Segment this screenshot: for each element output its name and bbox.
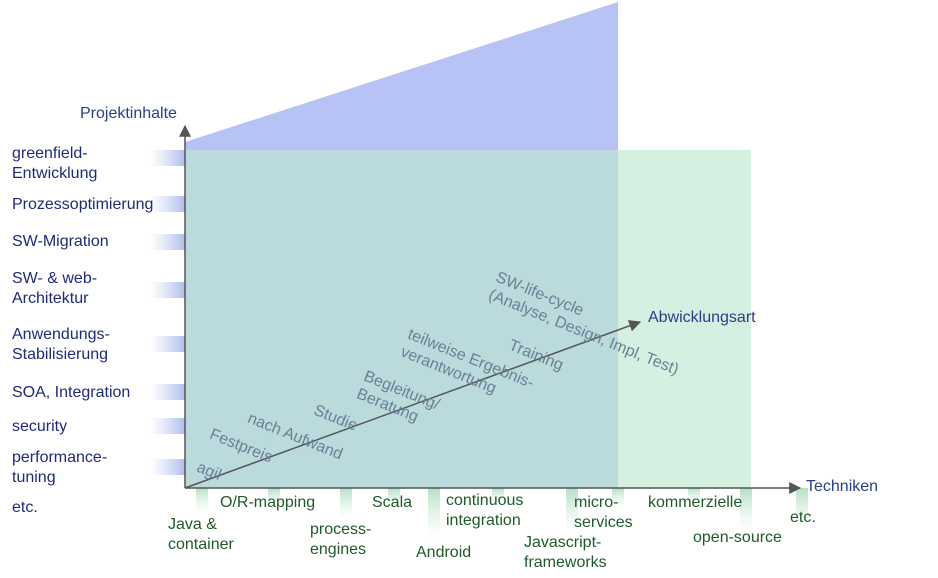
x-label-java: Java & container — [168, 516, 234, 553]
y-label-sw-migration: SW-Migration — [12, 233, 109, 250]
x-label-or-mapping: O/R-mapping — [220, 494, 316, 511]
x-label-ci: continuous integration — [446, 492, 524, 529]
y-label-security: security — [12, 418, 68, 435]
x-label-etc: etc. — [790, 509, 816, 526]
y-label-greenfield: greenfield- Entwicklung — [12, 145, 98, 182]
x-label-kommerzielle: kommerzielle — [648, 494, 743, 511]
y-label-stabilisierung: Anwendungs- Stabilisierung — [12, 326, 110, 363]
y-label-soa: SOA, Integration — [12, 384, 131, 401]
x-label-process-engines: process- engines — [310, 521, 372, 558]
y-label-architektur: SW- & web- Architektur — [12, 270, 98, 307]
x-label-javascript: Javascript- frameworks — [524, 534, 607, 571]
y-label-performance: performance- tuning — [12, 449, 108, 486]
x-label-android: Android — [416, 544, 472, 561]
x-label-open-source: open-source — [693, 529, 782, 546]
green-technique-area — [185, 150, 751, 488]
x-label-scala: Scala — [372, 494, 413, 511]
diagonal-axis — [184, 320, 642, 489]
x-label-microservices: micro- services — [574, 494, 633, 531]
y-label-prozessoptimierung: Prozessoptimierung — [12, 196, 154, 213]
y-label-bars — [150, 150, 185, 475]
x-label-bars — [196, 488, 808, 538]
y-axis-title: Projektinhalte — [80, 105, 177, 122]
diagonal-axis-title: Abwicklungsart — [648, 309, 756, 326]
y-label-etc: etc. — [12, 499, 38, 516]
x-axis-title: Techniken — [806, 478, 879, 495]
